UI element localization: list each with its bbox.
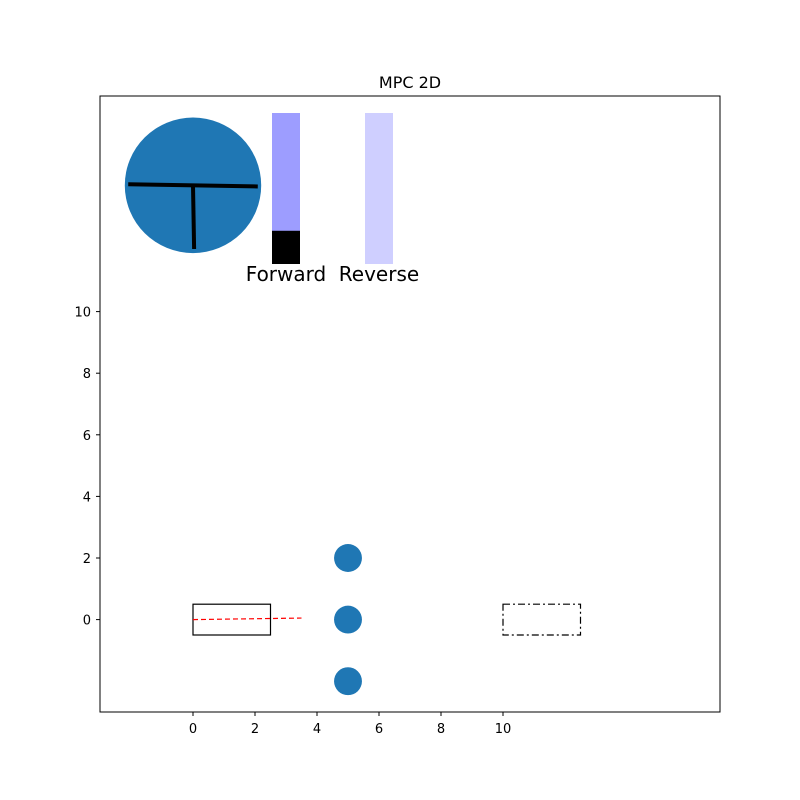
gauge-bar-reverse [365, 113, 393, 264]
car-body [192, 603, 272, 636]
gauge-label-forward: Forward [246, 262, 326, 286]
x-tick-label-4: 8 [437, 722, 445, 737]
marks-group: Forward Reverse [124, 113, 582, 696]
y-tick-label-4: 8 [83, 367, 91, 382]
y-tick-label-3: 6 [83, 429, 91, 444]
target-outline [502, 603, 582, 636]
y-tick-label-0: 0 [83, 614, 91, 629]
gauge-fill-forward [272, 230, 300, 264]
obstacle-0 [334, 544, 362, 572]
x-tick-label-2: 4 [313, 722, 321, 737]
y-tick-label-2: 4 [83, 490, 91, 505]
x-tick-label-5: 10 [495, 722, 512, 737]
predicted-path [192, 617, 302, 621]
x-tick-label-3: 6 [375, 722, 383, 737]
y-tick-label-1: 2 [83, 552, 91, 567]
x-tick-label-1: 2 [251, 722, 259, 737]
tick-group: 0 2 4 6 8 10 0 2 4 6 8 10 [74, 306, 511, 737]
steering-spoke-vertical [191, 185, 197, 250]
obstacle-1 [334, 605, 362, 634]
obstacle-2 [334, 667, 362, 696]
x-tick-label-0: 0 [189, 722, 197, 737]
gauge-label-reverse: Reverse [339, 262, 419, 286]
chart-title: MPC 2D [379, 73, 441, 92]
axes-frame [99, 95, 721, 713]
y-tick-label-5: 10 [74, 306, 91, 321]
